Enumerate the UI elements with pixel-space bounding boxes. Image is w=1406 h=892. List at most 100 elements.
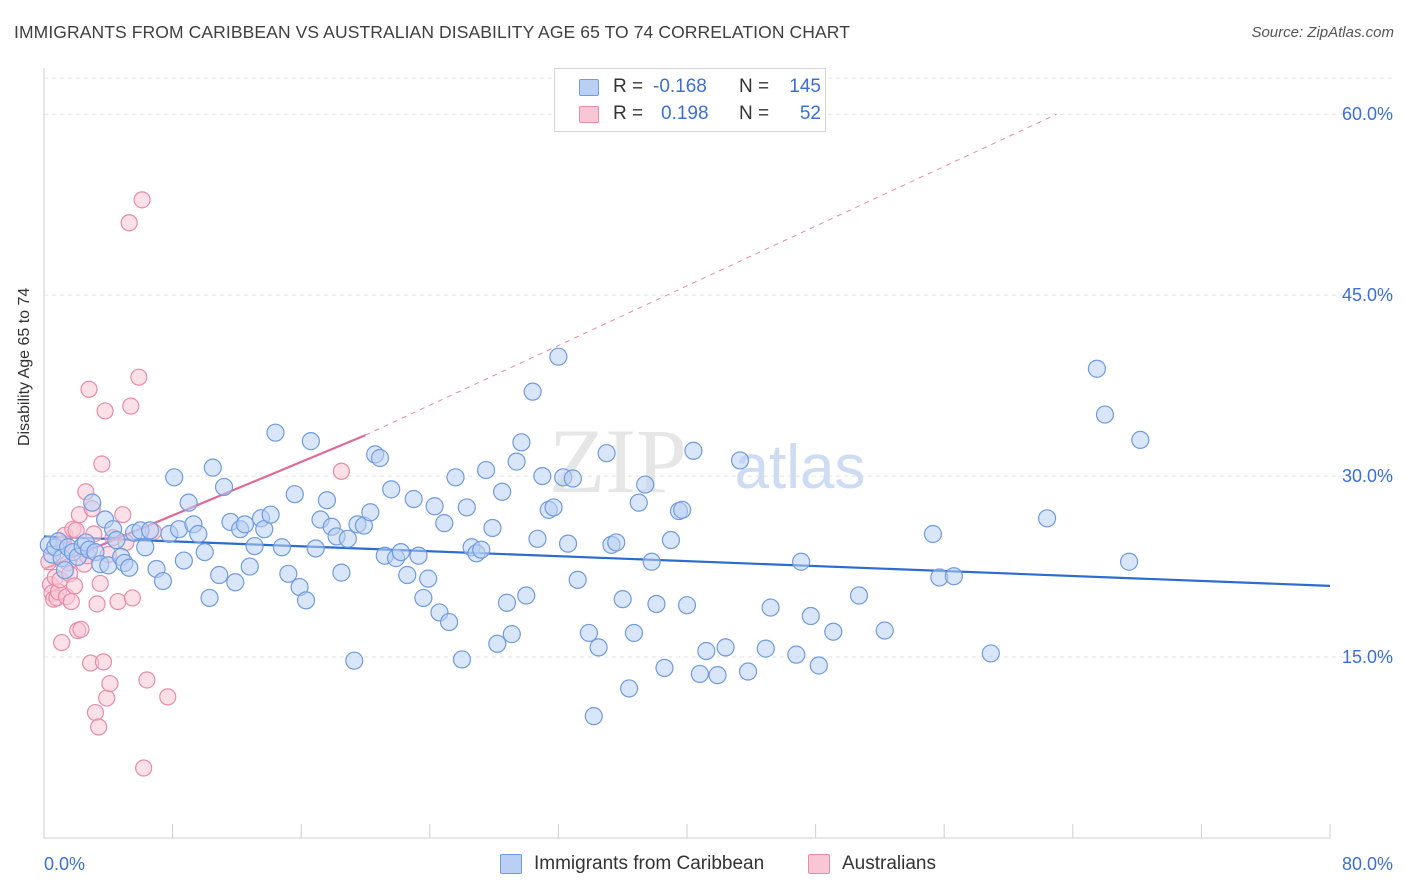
caribbean-point <box>317 491 337 510</box>
legend-swatch-pink <box>579 105 599 123</box>
caribbean-point <box>523 382 542 401</box>
australians-point <box>80 380 98 398</box>
axes <box>43 68 1331 839</box>
x-tick-label: 80.0% <box>1342 854 1393 874</box>
australians-point <box>98 689 116 707</box>
caribbean-point <box>55 561 74 580</box>
legend-swatch-blue <box>579 78 599 96</box>
caribbean-point <box>398 565 417 585</box>
australians-point <box>88 595 106 613</box>
caribbean-point <box>457 498 476 517</box>
correlation-legend: R = -0.168 N = 145 R = 0.198 N = 52 <box>554 68 826 132</box>
caribbean-point <box>981 644 1000 663</box>
caribbean-point <box>690 664 709 684</box>
caribbean-point <box>83 493 102 512</box>
caribbean-point <box>306 539 325 558</box>
caribbean-point <box>338 529 357 548</box>
australians-point <box>90 718 108 736</box>
y-tick-label: 60.0% <box>1342 104 1393 124</box>
caribbean-point <box>301 432 320 451</box>
legend-r-label: R = <box>613 103 644 124</box>
caribbean-point <box>1131 430 1150 450</box>
caribbean-point <box>597 444 616 463</box>
caribbean-point <box>584 707 603 726</box>
caribbean-point <box>620 679 639 698</box>
caribbean-point <box>279 564 298 583</box>
legend-row-australians: R = 0.198 N = 52 <box>579 101 821 127</box>
legend-r-value: -0.168 <box>653 76 707 97</box>
caribbean-points <box>39 347 1150 726</box>
australians-point <box>72 620 90 638</box>
caribbean-point <box>801 606 820 626</box>
australians-point <box>133 191 151 209</box>
caribbean-point <box>272 538 292 557</box>
legend-n-label: N = <box>739 76 770 97</box>
caribbean-point <box>761 598 780 617</box>
australians-point <box>114 506 132 524</box>
caribbean-point <box>404 489 423 509</box>
caribbean-point <box>875 621 894 640</box>
caribbean-point <box>345 651 364 670</box>
bottom-legend-label: Australians <box>842 853 936 874</box>
caribbean-point <box>493 482 512 501</box>
caribbean-point <box>203 458 222 477</box>
caribbean-point <box>245 536 264 556</box>
caribbean-point <box>165 468 184 487</box>
caribbean-point <box>613 590 632 609</box>
caribbean-point <box>517 586 536 605</box>
caribbean-point <box>361 503 380 522</box>
caribbean-point <box>824 622 843 641</box>
caribbean-point <box>214 477 234 497</box>
legend-r-label: R = <box>613 76 644 97</box>
caribbean-point <box>120 558 139 577</box>
caribbean-point <box>235 515 255 534</box>
caribbean-point <box>435 514 454 533</box>
caribbean-point <box>414 588 433 608</box>
y-axis-label: Disability Age 65 to 74 <box>16 287 33 446</box>
legend-n-value: 52 <box>799 103 821 124</box>
australians-point <box>65 577 84 595</box>
caribbean-point <box>716 638 735 657</box>
caribbean-point <box>549 347 568 366</box>
australians-point <box>62 592 80 611</box>
australians-point <box>109 592 127 611</box>
australians-point <box>159 688 177 706</box>
caribbean-point <box>472 540 491 559</box>
caribbean-point <box>136 538 155 557</box>
caribbean-point <box>200 588 219 608</box>
caribbean-point <box>636 475 655 494</box>
caribbean-point <box>452 650 472 669</box>
caribbean-point <box>391 542 410 562</box>
caribbean-point <box>107 530 126 550</box>
caribbean-point <box>409 546 428 565</box>
legend-n-value: 145 <box>789 76 821 97</box>
caribbean-point <box>849 586 869 605</box>
australians-point <box>96 402 114 420</box>
australians-point <box>332 462 350 480</box>
caribbean-point <box>923 524 943 544</box>
caribbean-point <box>332 563 351 582</box>
caribbean-point <box>370 448 390 468</box>
tick-labels: 15.0% 30.0% 45.0% 60.0% 0.0% 80.0% <box>44 104 1393 874</box>
caribbean-point <box>512 433 531 452</box>
caribbean-point <box>944 567 963 586</box>
caribbean-point <box>544 498 563 517</box>
watermark-atlas: atlas <box>735 433 866 502</box>
caribbean-point <box>809 656 828 675</box>
caribbean-point <box>425 497 444 516</box>
caribbean-point <box>579 623 599 643</box>
caribbean-point <box>1095 405 1115 424</box>
australians-point <box>91 574 109 593</box>
caribbean-point <box>738 662 758 681</box>
caribbean-point <box>697 641 716 661</box>
caribbean-point <box>568 570 587 589</box>
bottom-legend-australians: Australians <box>808 851 936 877</box>
caribbean-point <box>446 468 465 487</box>
legend-n-label: N = <box>739 103 770 124</box>
caribbean-point <box>189 524 208 544</box>
caribbean-point <box>563 469 582 488</box>
bottom-legend-swatch-blue <box>500 854 522 874</box>
caribbean-point <box>285 485 304 504</box>
caribbean-point <box>533 466 552 486</box>
caribbean-point <box>296 591 316 610</box>
